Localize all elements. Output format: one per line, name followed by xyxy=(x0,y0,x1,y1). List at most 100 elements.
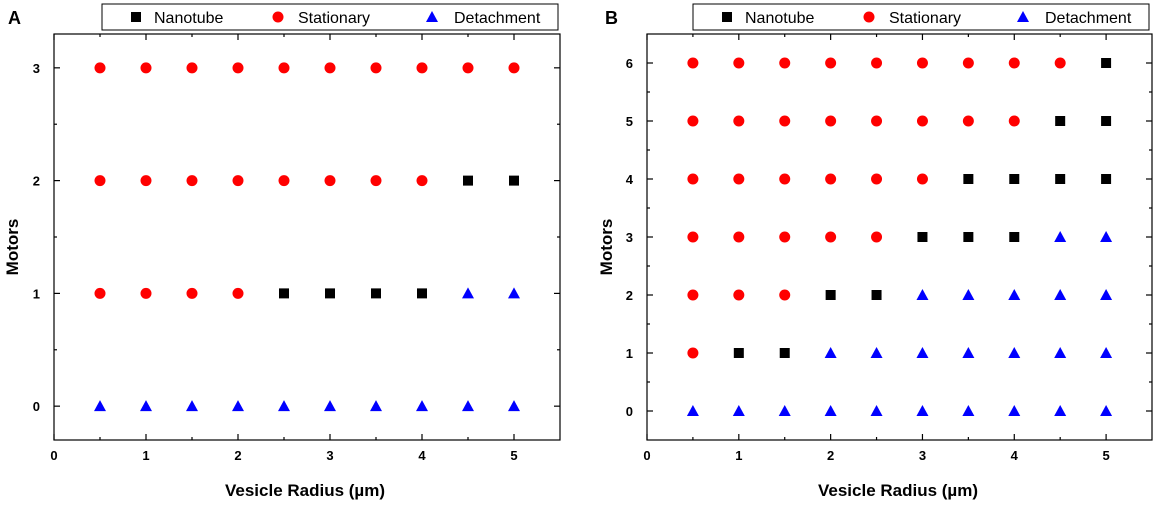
data-point-detachment xyxy=(462,287,474,299)
data-point-stationary xyxy=(462,62,474,74)
plot-frame xyxy=(53,33,561,441)
data-point-nanotube xyxy=(1101,116,1112,126)
legend-label-nanotube: Nanotube xyxy=(154,10,223,27)
data-point-stationary xyxy=(140,287,152,299)
data-point-stationary xyxy=(1008,57,1020,69)
data-point-stationary xyxy=(825,57,837,69)
data-point-detachment xyxy=(1100,405,1113,416)
data-point-detachment xyxy=(232,400,244,412)
legend-label-detachment: Detachment xyxy=(1045,10,1132,27)
y-tick-label: 3 xyxy=(626,230,633,245)
data-point-detachment xyxy=(916,405,929,416)
x-tick-label: 4 xyxy=(1011,448,1019,463)
data-point-nanotube xyxy=(1055,116,1066,126)
data-point-detachment xyxy=(186,400,198,412)
data-point-nanotube xyxy=(1009,232,1020,242)
data-point-stationary xyxy=(94,287,106,299)
data-point-nanotube xyxy=(917,232,928,242)
data-point-stationary xyxy=(825,115,837,127)
data-point-detachment xyxy=(870,347,883,358)
data-point-stationary xyxy=(779,289,791,301)
data-point-detachment xyxy=(1008,405,1021,416)
data-point-detachment xyxy=(916,289,929,300)
y-tick-label: 0 xyxy=(33,399,40,414)
x-tick-label: 2 xyxy=(234,448,241,463)
x-tick-label: 1 xyxy=(142,448,149,463)
data-point-detachment xyxy=(732,405,745,416)
data-point-nanotube xyxy=(1101,58,1112,68)
data-point-nanotube xyxy=(463,175,473,186)
data-point-nanotube xyxy=(509,175,519,186)
y-tick-label: 3 xyxy=(33,61,40,76)
y-axis-label: Motors xyxy=(3,219,22,276)
legend-label-nanotube: Nanotube xyxy=(745,10,814,27)
data-point-stationary xyxy=(1008,115,1020,127)
legend-marker-nanotube xyxy=(722,12,732,22)
data-point-nanotube xyxy=(325,288,335,299)
y-tick-label: 4 xyxy=(626,172,634,187)
x-axis-label: Vesicle Radius (µm) xyxy=(818,481,978,500)
x-tick-label: 2 xyxy=(827,448,834,463)
legend-label-stationary: Stationary xyxy=(889,10,961,27)
data-point-stationary xyxy=(916,115,928,127)
data-point-stationary xyxy=(871,231,883,243)
data-point-detachment xyxy=(686,405,699,416)
data-point-detachment xyxy=(870,405,883,416)
legend-box xyxy=(101,3,559,31)
data-point-stationary xyxy=(916,173,928,185)
data-point-detachment xyxy=(1054,231,1067,242)
data-point-stationary xyxy=(779,115,791,127)
data-point-detachment xyxy=(462,400,474,412)
legend-marker-stationary xyxy=(863,11,875,23)
data-point-detachment xyxy=(916,347,929,358)
data-point-detachment xyxy=(1100,231,1113,242)
data-point-stationary xyxy=(416,62,428,74)
data-point-stationary xyxy=(962,57,974,69)
legend-marker-detachment xyxy=(426,11,438,22)
data-point-detachment xyxy=(1100,289,1113,300)
data-point-stationary xyxy=(324,62,336,74)
data-point-detachment xyxy=(1054,405,1067,416)
y-tick-label: 5 xyxy=(626,114,633,129)
legend-marker-nanotube xyxy=(131,12,141,22)
data-point-stationary xyxy=(278,62,290,74)
y-tick-label: 0 xyxy=(626,404,633,419)
data-point-nanotube xyxy=(417,288,427,299)
data-point-stationary xyxy=(733,115,745,127)
data-point-detachment xyxy=(778,405,791,416)
data-point-stationary xyxy=(416,175,428,187)
data-point-detachment xyxy=(324,400,336,412)
x-tick-label: 0 xyxy=(50,448,57,463)
x-tick-label: 3 xyxy=(919,448,926,463)
legend-label-detachment: Detachment xyxy=(454,10,541,27)
data-point-stationary xyxy=(779,231,791,243)
data-point-stationary xyxy=(687,115,699,127)
data-point-stationary xyxy=(186,62,198,74)
data-point-detachment xyxy=(278,400,290,412)
data-point-detachment xyxy=(1100,347,1113,358)
y-axis-label: Motors xyxy=(597,219,616,276)
data-point-stationary xyxy=(733,57,745,69)
data-point-detachment xyxy=(1008,289,1021,300)
chart-panel-b: B 0 1 2 3 4 5 0 1 2 3 4 5 6 Vesicle Radius (µm) Motors N… xyxy=(597,3,1153,500)
legend-marker-detachment xyxy=(1017,11,1029,22)
y-tick-label: 2 xyxy=(33,174,40,189)
data-point-nanotube xyxy=(733,348,744,358)
data-point-nanotube xyxy=(1101,174,1112,184)
legend-label-stationary: Stationary xyxy=(298,10,370,27)
data-point-stationary xyxy=(186,175,198,187)
data-point-nanotube xyxy=(963,232,974,242)
data-point-stationary xyxy=(733,173,745,185)
y-tick-label: 1 xyxy=(626,346,633,361)
data-point-nanotube xyxy=(963,174,974,184)
data-point-detachment xyxy=(370,400,382,412)
data-point-detachment xyxy=(508,400,520,412)
data-point-detachment xyxy=(1008,347,1021,358)
data-point-nanotube xyxy=(825,290,836,300)
data-point-stationary xyxy=(1054,57,1066,69)
data-point-stationary xyxy=(370,62,382,74)
panel-label: B xyxy=(605,8,618,28)
legend-box xyxy=(692,3,1150,31)
data-point-detachment xyxy=(962,347,975,358)
